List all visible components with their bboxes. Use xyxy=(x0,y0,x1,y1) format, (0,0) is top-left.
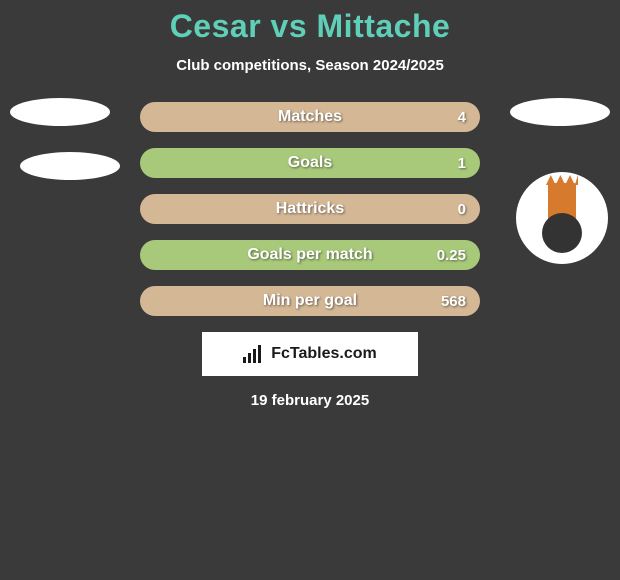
brand-chart-icon xyxy=(243,345,265,363)
player-right-ellipse xyxy=(510,98,610,126)
subtitle: Club competitions, Season 2024/2025 xyxy=(0,57,620,74)
stat-value: 4 xyxy=(458,109,466,126)
stat-bars-container: Matches 4 Goals 1 Hattricks 0 Goals per … xyxy=(140,102,480,316)
page-title: Cesar vs Mittache xyxy=(0,8,620,45)
brand-box: FcTables.com xyxy=(202,332,418,376)
stat-bar-goals: Goals 1 xyxy=(140,148,480,178)
stat-bar-gpm: Goals per match 0.25 xyxy=(140,240,480,270)
stat-bar-hattricks: Hattricks 0 xyxy=(140,194,480,224)
stat-label: Min per goal xyxy=(263,292,357,309)
badge-graphic xyxy=(532,183,592,253)
stat-value: 1 xyxy=(458,155,466,172)
stat-value: 0 xyxy=(458,201,466,218)
brand-text: FcTables.com xyxy=(271,345,377,363)
stats-area: Matches 4 Goals 1 Hattricks 0 Goals per … xyxy=(0,102,620,409)
main-container: Cesar vs Mittache Club competitions, Sea… xyxy=(0,0,620,409)
stat-value: 568 xyxy=(441,293,466,310)
club-badge xyxy=(516,172,608,264)
stat-bar-matches: Matches 4 xyxy=(140,102,480,132)
player-left-ellipse-2 xyxy=(20,152,120,180)
stat-bar-mpg: Min per goal 568 xyxy=(140,286,480,316)
stat-value: 0.25 xyxy=(437,247,466,264)
stat-label: Goals per match xyxy=(247,246,372,263)
date-text: 19 february 2025 xyxy=(0,392,620,409)
stat-label: Hattricks xyxy=(276,200,344,217)
stat-label: Matches xyxy=(278,108,342,125)
player-left-ellipse-1 xyxy=(10,98,110,126)
stat-label: Goals xyxy=(288,154,332,171)
